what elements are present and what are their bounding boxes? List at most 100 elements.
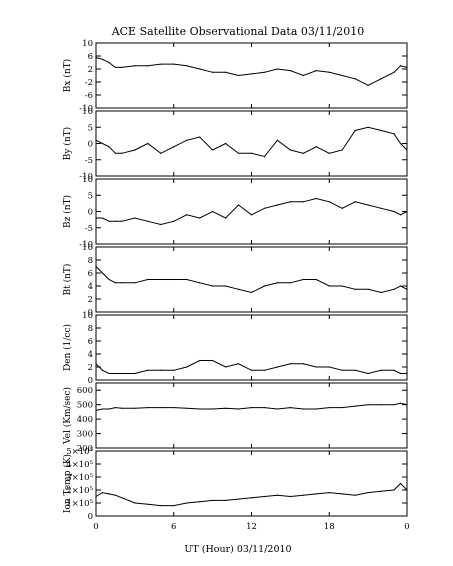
data-point (289, 149, 291, 151)
y-tick-label: -2 (85, 78, 93, 88)
data-point (199, 136, 201, 138)
panel-bz: 10 5 0 -5 -10 Bz (nT) (62, 175, 408, 250)
data-point (380, 291, 382, 294)
data-point (406, 404, 408, 406)
data-point (354, 201, 356, 203)
y-tick-label: -10 (79, 172, 93, 182)
data-point (263, 495, 266, 498)
data-point (121, 282, 123, 284)
data-point (186, 278, 188, 281)
data-point (108, 408, 110, 410)
y-tick-label: 2 (88, 295, 93, 305)
series-line-iontemp (95, 482, 408, 507)
data-point (393, 489, 395, 491)
y-tick-label: 4 (88, 282, 93, 292)
data-point (237, 152, 240, 154)
y-tick-label: 300 (77, 430, 93, 440)
data-point (289, 363, 291, 365)
panel-bx: 10 6 2 -2 -6 -10 Bx (nT) (62, 39, 408, 114)
data-point (114, 406, 117, 409)
data-point (147, 406, 149, 409)
data-point (399, 142, 402, 145)
panels: 10 6 2 -2 -6 -10 Bx (nT) 10 5 0 -5 -10 By (nT) 10 5 0 -5… (62, 39, 410, 532)
data-point (289, 406, 291, 409)
data-point (147, 220, 149, 222)
data-point (406, 149, 408, 151)
data-point (186, 139, 188, 141)
y-tick-label: 5 (88, 123, 93, 133)
data-point (212, 285, 214, 287)
data-point (289, 282, 291, 284)
y-tick-label: 5 (88, 191, 93, 201)
data-point (367, 288, 369, 290)
data-point (250, 152, 253, 154)
y-tick-label: 4 (88, 350, 93, 360)
data-point (263, 155, 266, 158)
data-point (341, 149, 343, 151)
y-tick-label: 0 (88, 140, 93, 150)
data-point (276, 68, 279, 70)
data-point (134, 149, 136, 151)
data-point (276, 282, 279, 284)
data-point (212, 359, 214, 362)
data-point (101, 492, 104, 494)
data-point (289, 201, 291, 203)
data-point (160, 152, 162, 154)
data-point (341, 207, 343, 209)
y-tick-label: 3×10⁵ (66, 473, 93, 483)
data-point (380, 404, 382, 406)
data-point (224, 71, 227, 73)
data-point (328, 71, 330, 73)
data-point (406, 489, 408, 491)
data-point (341, 493, 343, 495)
data-point (328, 152, 330, 154)
data-point (186, 366, 188, 368)
data-point (276, 204, 279, 206)
y-tick-label: 1×10⁵ (66, 499, 93, 509)
y-tick-label: 0 (88, 512, 93, 522)
data-point (147, 503, 149, 505)
data-point (101, 408, 104, 410)
data-point (250, 406, 253, 409)
data-point (108, 220, 110, 222)
y-tick-label: 0 (88, 208, 93, 218)
data-point (289, 495, 291, 498)
data-point (186, 502, 188, 504)
data-point (250, 73, 253, 75)
data-point (302, 494, 304, 496)
y-axis-label: Ion Temp (K) (62, 454, 73, 513)
data-point (237, 408, 240, 410)
y-axis-label: Vel (Km/sec) (62, 387, 73, 445)
data-point (341, 369, 343, 371)
data-point (367, 84, 369, 86)
data-point (147, 142, 149, 145)
data-point (108, 278, 110, 281)
data-point (134, 372, 136, 375)
data-point (224, 285, 227, 287)
y-tick-label: 2 (88, 363, 93, 373)
data-point (121, 66, 123, 68)
panel-frame (95, 246, 408, 313)
data-point (315, 70, 317, 72)
data-point (263, 207, 266, 209)
data-point (302, 201, 304, 203)
data-point (199, 282, 201, 284)
data-point (173, 220, 175, 222)
data-point (237, 363, 240, 365)
data-point (237, 288, 240, 290)
data-point (406, 372, 408, 375)
data-point (367, 204, 369, 206)
data-point (186, 214, 188, 216)
data-point (367, 372, 369, 375)
y-axis-label: Bz (nT) (62, 195, 73, 228)
data-point (134, 217, 136, 219)
data-point (276, 366, 279, 368)
data-point (328, 366, 330, 368)
data-point (302, 152, 304, 154)
data-point (224, 142, 227, 145)
y-tick-label: 10 (82, 311, 93, 321)
y-tick-label: 600 (77, 386, 93, 396)
data-point (199, 408, 201, 410)
data-point (101, 272, 104, 274)
data-point (160, 223, 162, 226)
